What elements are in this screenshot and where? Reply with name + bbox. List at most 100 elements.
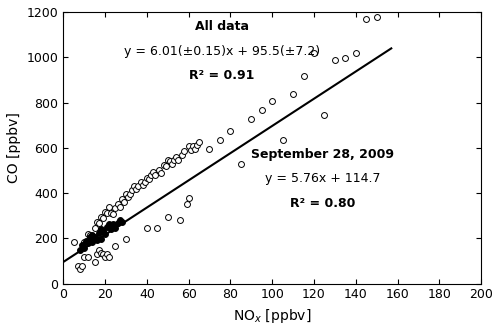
Point (132, 187, 140, 192)
Text: R² = 0.80: R² = 0.80 (290, 197, 355, 210)
Point (154, 225, 162, 231)
Point (76, 247, 84, 252)
Point (88, 232, 96, 237)
Point (112, 226, 120, 231)
Point (118, 196, 126, 202)
Point (143, 176, 151, 181)
Point (268, 98, 276, 104)
Point (84, 240, 92, 246)
Point (136, 180, 144, 185)
Point (178, 152, 186, 158)
Point (184, 144, 192, 149)
Point (226, 128, 234, 133)
Point (176, 217, 184, 222)
Point (118, 220, 126, 225)
Point (128, 187, 136, 193)
Point (191, 146, 199, 152)
Point (180, 149, 188, 154)
Point (138, 183, 146, 188)
Point (90, 225, 98, 231)
Y-axis label: CO [ppbv]: CO [ppbv] (7, 112, 21, 183)
Point (90, 234, 98, 240)
Point (86, 235, 94, 240)
Point (105, 254, 113, 260)
Point (103, 210, 111, 216)
Point (110, 221, 118, 227)
Point (182, 202, 190, 207)
Point (258, 108, 266, 113)
Point (95, 220, 103, 226)
Point (84, 232, 92, 237)
Point (352, 51, 360, 56)
Point (168, 161, 176, 167)
Point (156, 167, 164, 173)
Point (101, 255, 109, 260)
Point (112, 243, 120, 249)
Text: y = 5.76x + 114.7: y = 5.76x + 114.7 (264, 172, 380, 185)
X-axis label: NO$_x$ [ppbv]: NO$_x$ [ppbv] (233, 307, 312, 325)
Point (103, 224, 111, 229)
Point (97, 251, 105, 256)
Point (122, 237, 130, 242)
Point (97, 236, 105, 241)
Point (300, 73, 308, 79)
Point (99, 252, 107, 257)
Point (172, 154, 180, 159)
Point (78, 263, 86, 268)
Point (331, 57, 339, 63)
Point (116, 217, 124, 223)
Point (95, 248, 103, 253)
Point (140, 179, 148, 185)
Point (320, 112, 328, 117)
Point (80, 239, 88, 244)
Point (186, 147, 194, 152)
Point (164, 157, 172, 163)
Point (88, 233, 96, 239)
Point (189, 143, 197, 149)
Point (216, 137, 224, 142)
Point (74, 263, 82, 269)
Point (92, 237, 100, 243)
Point (206, 146, 214, 151)
Point (164, 214, 172, 219)
Point (248, 117, 256, 122)
Point (92, 219, 100, 225)
Point (289, 92, 297, 97)
Point (195, 139, 203, 144)
Point (108, 226, 116, 231)
Text: September 28, 2009: September 28, 2009 (251, 148, 394, 161)
Point (80, 255, 88, 260)
Point (105, 222, 113, 227)
Point (184, 196, 192, 201)
Point (174, 157, 182, 163)
Text: All data: All data (195, 20, 249, 33)
Point (101, 231, 109, 236)
Point (120, 200, 128, 205)
Point (108, 210, 116, 215)
Point (362, 17, 370, 22)
Point (145, 176, 153, 182)
Point (114, 220, 122, 225)
Point (122, 191, 130, 197)
Point (97, 214, 105, 220)
Point (80, 245, 88, 251)
Point (97, 226, 105, 231)
Point (70, 239, 78, 244)
Point (147, 173, 155, 178)
Point (116, 205, 124, 210)
Point (160, 162, 168, 168)
Point (237, 162, 245, 167)
Point (342, 55, 349, 61)
Point (95, 231, 103, 236)
Point (310, 51, 318, 56)
Point (114, 201, 122, 207)
Point (76, 267, 84, 272)
Point (88, 239, 96, 244)
Point (149, 169, 157, 174)
Point (101, 209, 109, 215)
Point (105, 205, 113, 210)
Point (124, 195, 132, 200)
Point (103, 251, 111, 257)
Point (151, 172, 159, 178)
Point (193, 143, 201, 148)
